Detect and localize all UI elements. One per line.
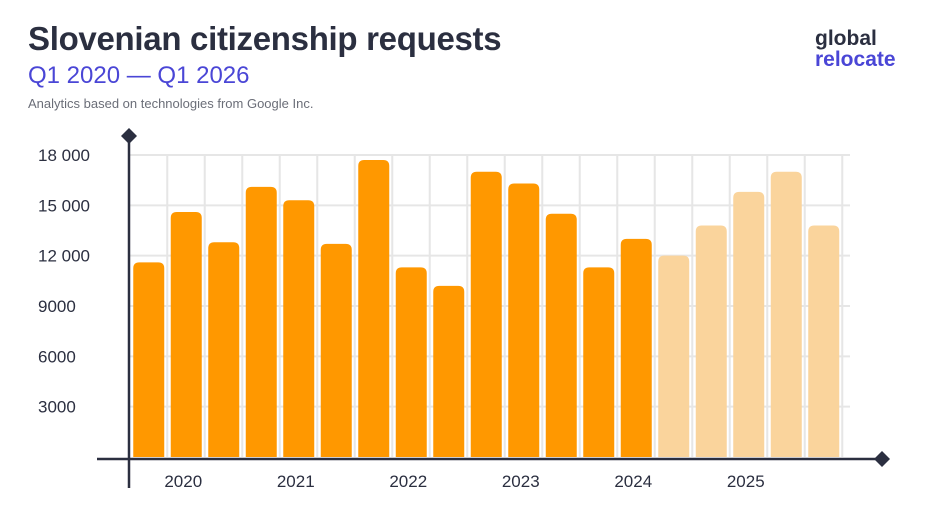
- y-tick-label: 18 000: [38, 146, 90, 165]
- data-bar: [395, 267, 427, 457]
- data-bar: [245, 186, 277, 457]
- forecast-bar: [808, 225, 840, 457]
- data-bar: [320, 243, 352, 457]
- x-axis-arrow-icon: [874, 451, 890, 467]
- chart-subtitle: Q1 2020 — Q1 2026: [28, 62, 250, 89]
- forecast-bar: [658, 255, 690, 457]
- y-tick-label: 12 000: [38, 247, 90, 266]
- y-tick-label: 9000: [38, 297, 76, 316]
- x-tick-label: 2024: [614, 472, 652, 491]
- x-tick-label: 2021: [277, 472, 315, 491]
- data-bar: [620, 238, 652, 457]
- data-bar: [208, 242, 240, 457]
- data-bar: [358, 160, 390, 458]
- data-bar: [170, 212, 202, 457]
- source-note: Analytics based on technologies from Goo…: [28, 96, 314, 111]
- data-bar: [583, 267, 615, 457]
- data-bar: [470, 171, 502, 457]
- logo-line-relocate: relocate: [815, 48, 896, 71]
- x-tick-label: 2025: [727, 472, 765, 491]
- x-tick-label: 2022: [389, 472, 427, 491]
- y-axis-arrow-icon: [121, 128, 137, 144]
- brand-logo[interactable]: global relocate: [815, 28, 896, 70]
- data-bar: [545, 213, 577, 457]
- data-bar: [508, 183, 540, 457]
- y-tick-label: 15 000: [38, 196, 90, 215]
- x-tick-label: 2023: [502, 472, 540, 491]
- logo-line-global: global: [815, 27, 877, 50]
- forecast-bar: [733, 191, 765, 457]
- data-bar: [133, 262, 165, 457]
- data-bar: [433, 285, 465, 457]
- x-tick-label: 2020: [164, 472, 202, 491]
- data-bar: [283, 200, 315, 458]
- chart-title: Slovenian citizenship requests: [28, 20, 502, 57]
- forecast-bar: [770, 171, 802, 457]
- y-tick-label: 3000: [38, 398, 76, 417]
- y-tick-label: 6000: [38, 347, 76, 366]
- forecast-bar: [695, 225, 727, 457]
